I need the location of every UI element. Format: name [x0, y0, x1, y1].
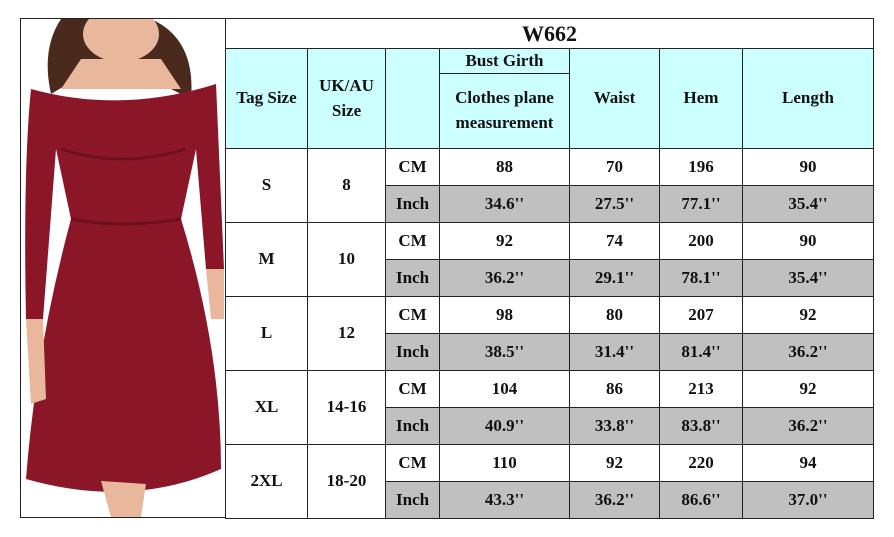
measurement: 35.4'' — [742, 259, 874, 297]
tag-size: XL — [225, 370, 308, 445]
measurement: 34.6'' — [439, 185, 570, 223]
measurement: 92 — [742, 296, 874, 334]
unit: CM — [385, 444, 440, 482]
measurement: 207 — [659, 296, 743, 334]
tag-size: L — [225, 296, 308, 371]
uk-size: 12 — [307, 296, 386, 371]
measurement: 94 — [742, 444, 874, 482]
uk-size: 10 — [307, 222, 386, 297]
measurement: 80 — [569, 296, 660, 334]
measurement: 86.6'' — [659, 481, 743, 519]
unit: CM — [385, 222, 440, 260]
measurement: 36.2'' — [742, 333, 874, 371]
measurement: 86 — [569, 370, 660, 408]
measurement: 33.8'' — [569, 407, 660, 445]
measurement: 196 — [659, 148, 743, 186]
measurement: 200 — [659, 222, 743, 260]
measurement: 92 — [569, 444, 660, 482]
measurement: 90 — [742, 222, 874, 260]
measurement: 81.4'' — [659, 333, 743, 371]
measurement: 29.1'' — [569, 259, 660, 297]
measurement: 74 — [569, 222, 660, 260]
measurement: 27.5'' — [569, 185, 660, 223]
measurement: 37.0'' — [742, 481, 874, 519]
measurement: 92 — [742, 370, 874, 408]
measurement: 220 — [659, 444, 743, 482]
measurement: 36.2'' — [439, 259, 570, 297]
unit: CM — [385, 370, 440, 408]
header-cell: Waist — [569, 48, 660, 149]
measurement: 40.9'' — [439, 407, 570, 445]
header-cell: Bust Girth — [439, 48, 570, 74]
header-cell — [385, 48, 440, 149]
measurement: 92 — [439, 222, 570, 260]
measurement: 35.4'' — [742, 185, 874, 223]
dress-photo — [21, 19, 224, 517]
measurement: 98 — [439, 296, 570, 334]
uk-size: 14-16 — [307, 370, 386, 445]
header-cell: Tag Size — [225, 48, 308, 149]
header-cell: UK/AU Size — [307, 48, 386, 149]
measurement: 104 — [439, 370, 570, 408]
measurement: 70 — [569, 148, 660, 186]
tag-size: 2XL — [225, 444, 308, 519]
uk-size: 8 — [307, 148, 386, 223]
unit: Inch — [385, 481, 440, 519]
measurement: 31.4'' — [569, 333, 660, 371]
measurement: 36.2'' — [742, 407, 874, 445]
unit: Inch — [385, 185, 440, 223]
measurement: 36.2'' — [569, 481, 660, 519]
header-cell: Clothes plane measurement — [439, 73, 570, 149]
uk-size: 18-20 — [307, 444, 386, 519]
measurement: 213 — [659, 370, 743, 408]
measurement: 43.3'' — [439, 481, 570, 519]
unit: Inch — [385, 259, 440, 297]
tag-size: S — [225, 148, 308, 223]
measurement: 110 — [439, 444, 570, 482]
unit: CM — [385, 148, 440, 186]
measurement: 38.5'' — [439, 333, 570, 371]
tag-size: M — [225, 222, 308, 297]
measurement: 77.1'' — [659, 185, 743, 223]
measurement: 90 — [742, 148, 874, 186]
header-cell: Length — [742, 48, 874, 149]
measurement: 88 — [439, 148, 570, 186]
measurement: 78.1'' — [659, 259, 743, 297]
header-cell: Hem — [659, 48, 743, 149]
unit: CM — [385, 296, 440, 334]
unit: Inch — [385, 333, 440, 371]
unit: Inch — [385, 407, 440, 445]
measurement: 83.8'' — [659, 407, 743, 445]
table-title: W662 — [225, 18, 874, 49]
